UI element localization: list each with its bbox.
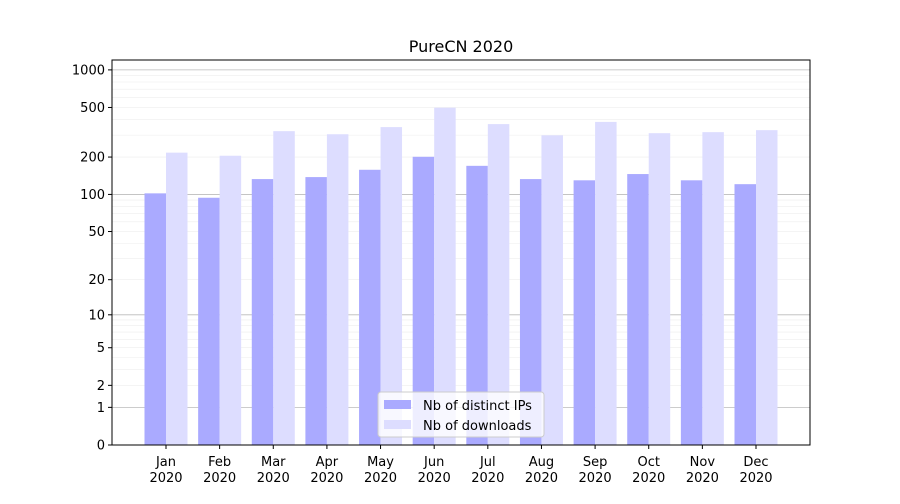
bar-downloads xyxy=(756,130,778,445)
y-tick-label: 1000 xyxy=(72,63,105,78)
y-tick-label: 20 xyxy=(88,273,105,288)
y-tick-label: 500 xyxy=(80,101,105,116)
bar-ips xyxy=(359,169,381,445)
x-tick-label: Aug 2020 xyxy=(525,455,558,486)
bar-downloads xyxy=(326,134,349,445)
x-tick-label: Feb 2020 xyxy=(203,455,236,486)
bar-ips xyxy=(198,197,220,445)
bar-ips xyxy=(627,174,649,445)
plot-frame xyxy=(111,59,811,446)
bar-ips xyxy=(412,156,435,445)
y-tick-label: 10 xyxy=(88,308,105,323)
x-tick-label: May 2020 xyxy=(364,455,397,486)
legend-label: Nb of downloads xyxy=(423,419,532,434)
x-tick-label: Sep 2020 xyxy=(579,455,612,486)
bar-ips xyxy=(519,179,542,445)
bar-downloads xyxy=(487,124,510,445)
x-tick-label: Mar 2020 xyxy=(257,455,290,486)
x-tick-label: Apr 2020 xyxy=(310,455,343,486)
bar-ips xyxy=(305,177,327,445)
x-tick-label: Jan 2020 xyxy=(149,455,182,486)
x-tick-label: Jun 2020 xyxy=(418,455,451,486)
legend-label: Nb of distinct IPs xyxy=(423,399,532,414)
bar-downloads xyxy=(380,127,403,445)
chart-title: PureCN 2020 xyxy=(409,37,514,56)
bar-ips xyxy=(144,193,166,445)
y-tick-label: 200 xyxy=(80,151,105,166)
bar-downloads xyxy=(702,132,724,445)
bar-downloads xyxy=(273,131,295,445)
y-tick-label: 5 xyxy=(97,341,105,356)
bar-downloads xyxy=(541,135,563,445)
bar-ips xyxy=(251,179,274,445)
bar-downloads xyxy=(434,107,456,446)
y-tick-label: 0 xyxy=(97,439,105,454)
bar-downloads xyxy=(219,155,242,445)
x-tick-label: Dec 2020 xyxy=(739,455,772,486)
legend-box xyxy=(377,391,545,438)
bar-ips xyxy=(466,165,488,446)
bar-downloads xyxy=(595,121,617,446)
y-tick-label: 100 xyxy=(80,188,105,203)
y-tick-label: 2 xyxy=(97,379,105,394)
bar-ips xyxy=(573,180,596,445)
x-tick-label: Nov 2020 xyxy=(686,455,719,486)
y-tick-label: 50 xyxy=(88,225,105,240)
bar-ips xyxy=(734,184,756,445)
x-tick-label: Jul 2020 xyxy=(471,455,504,486)
bar-ips xyxy=(680,180,703,445)
y-tick-label: 1 xyxy=(97,401,105,416)
legend-swatch xyxy=(384,400,411,409)
legend: Nb of distinct IPs Nb of downloads xyxy=(377,391,545,438)
bar-downloads xyxy=(648,133,671,445)
bar-downloads xyxy=(166,152,188,445)
legend-swatch xyxy=(384,420,411,429)
x-tick-label: Oct 2020 xyxy=(632,455,665,486)
